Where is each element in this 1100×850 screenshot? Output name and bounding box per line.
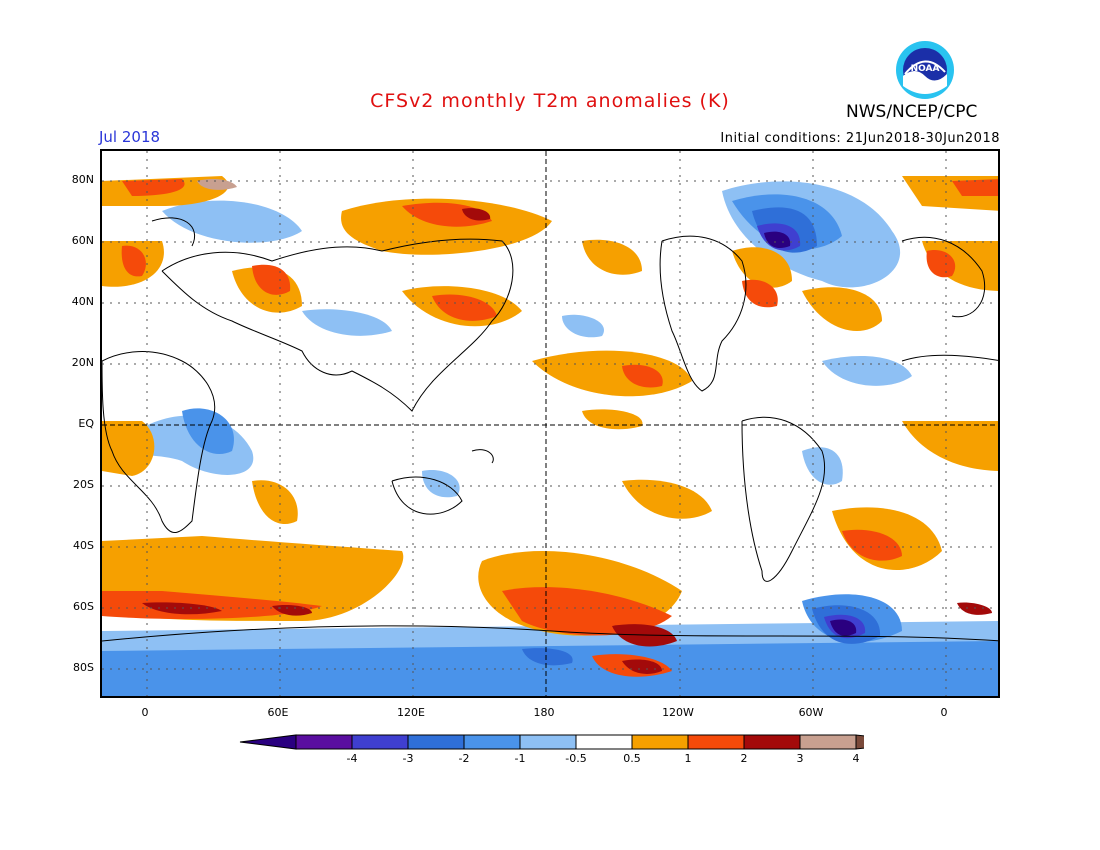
colorbar-label: 3 (796, 752, 804, 765)
colorbar-swatch (407, 734, 465, 750)
colorbar-label: 1 (684, 752, 692, 765)
colorbar-swatch (351, 734, 409, 750)
lat-label: 40N (71, 295, 94, 308)
colorbar-label: -0.5 (565, 752, 587, 765)
lon-label: 60E (267, 706, 289, 719)
colorbar-low-extend (239, 734, 297, 750)
coastlines (102, 217, 998, 642)
initial-conditions: Initial conditions: 21Jun2018-30Jun2018 (720, 131, 1000, 146)
gridlines (102, 151, 998, 696)
colorbar-label: -4 (346, 752, 358, 765)
colorbar-swatch (799, 734, 857, 750)
map-title: CFSv2 monthly T2m anomalies (K) (370, 90, 730, 112)
lon-label: 60W (798, 706, 824, 719)
anomaly-map (100, 149, 1000, 698)
colorbar-swatch (519, 734, 577, 750)
lon-label: 0 (940, 706, 948, 719)
lon-label: 180 (533, 706, 555, 719)
lon-label: 120W (662, 706, 694, 719)
lat-label: 60N (71, 234, 94, 247)
extreme-warm-anomaly (197, 179, 237, 190)
lat-label: 60S (73, 600, 94, 613)
colorbar-label: -3 (402, 752, 414, 765)
colorbar-swatch (463, 734, 521, 750)
lon-label: 0 (141, 706, 149, 719)
colorbar (239, 734, 864, 750)
lat-label: EQ (78, 417, 94, 430)
lon-label: 120E (397, 706, 425, 719)
strong-warm-anomaly (102, 179, 998, 677)
colorbar-label: 0.5 (623, 752, 641, 765)
lat-label: 40S (73, 539, 94, 552)
anomaly-map-canvas (102, 151, 998, 696)
lat-label: 20N (71, 356, 94, 369)
svg-text:NOAA: NOAA (911, 64, 940, 74)
lat-label: 80S (73, 661, 94, 674)
colorbar-swatch (575, 734, 633, 750)
colorbar-label: -2 (458, 752, 470, 765)
lat-label: 80N (71, 173, 94, 186)
colorbar-swatch (295, 734, 353, 750)
equator-dateline (102, 151, 998, 696)
colorbar-swatch (743, 734, 801, 750)
colorbar-label: 2 (740, 752, 748, 765)
colorbar-swatch (687, 734, 745, 750)
colorbar-swatch (631, 734, 689, 750)
valid-month: Jul 2018 (99, 128, 161, 146)
colorbar-label: 4 (852, 752, 860, 765)
noaa-logo: NOAA (895, 40, 955, 100)
lat-label: 20S (73, 478, 94, 491)
deepest-cold-anomaly (764, 231, 857, 636)
colorbar-high-extend (855, 734, 864, 750)
agency-label: NWS/NCEP/CPC (846, 102, 978, 122)
colorbar-label: -1 (514, 752, 526, 765)
